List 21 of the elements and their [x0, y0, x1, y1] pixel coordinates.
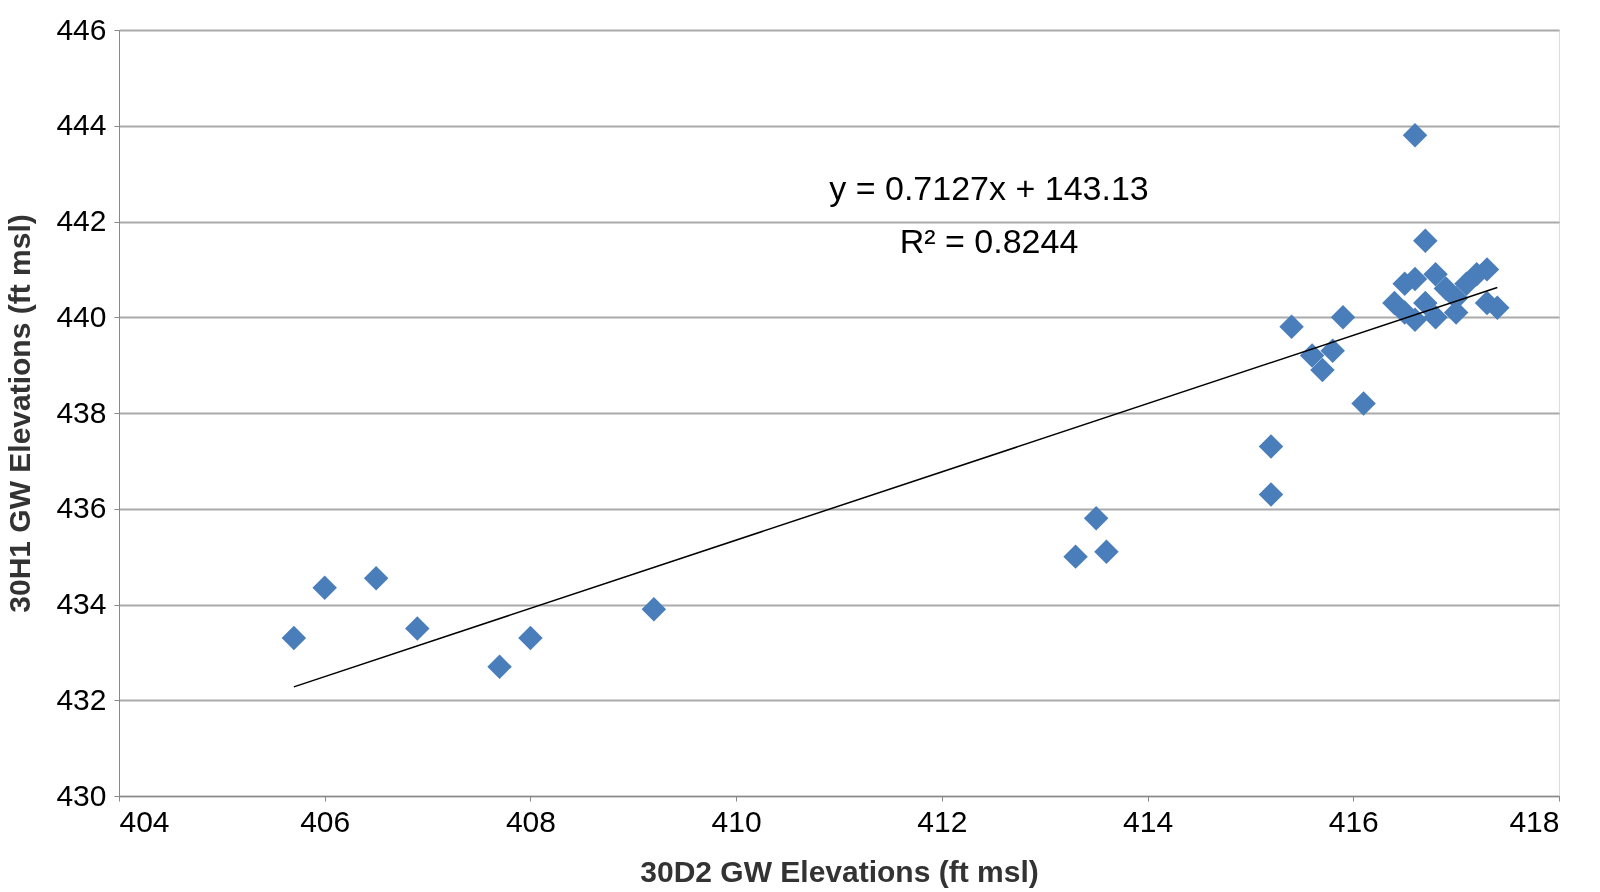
annotation: R² = 0.8244 — [899, 222, 1079, 260]
y-axis-title: 30H1 GW Elevations (ft msl) — [3, 214, 37, 613]
annotation: y = 0.7127x + 143.13 — [829, 169, 1149, 207]
y-tick-label: 442 — [56, 204, 107, 237]
y-tick-label: 430 — [56, 778, 107, 812]
x-tick-label: 406 — [300, 804, 351, 838]
x-tick-label: 414 — [1123, 804, 1174, 838]
x-tick-label: 418 — [1509, 804, 1560, 838]
y-tick-label: 436 — [56, 491, 107, 525]
y-tick-label: 434 — [56, 587, 107, 620]
x-axis-title: 30D2 GW Elevations (ft msl) — [640, 854, 1039, 888]
y-tick-label: 444 — [56, 108, 107, 142]
y-tick-label: 438 — [56, 395, 107, 429]
x-tick-label: 404 — [119, 804, 170, 838]
y-tick-label: 446 — [56, 12, 107, 46]
y-tick-label: 440 — [56, 299, 107, 333]
y-tick-label: 432 — [56, 682, 107, 716]
x-tick-label: 412 — [917, 804, 968, 838]
x-tick-label: 416 — [1328, 804, 1379, 838]
x-tick-label: 408 — [505, 804, 556, 838]
x-tick-label: 410 — [711, 804, 762, 838]
